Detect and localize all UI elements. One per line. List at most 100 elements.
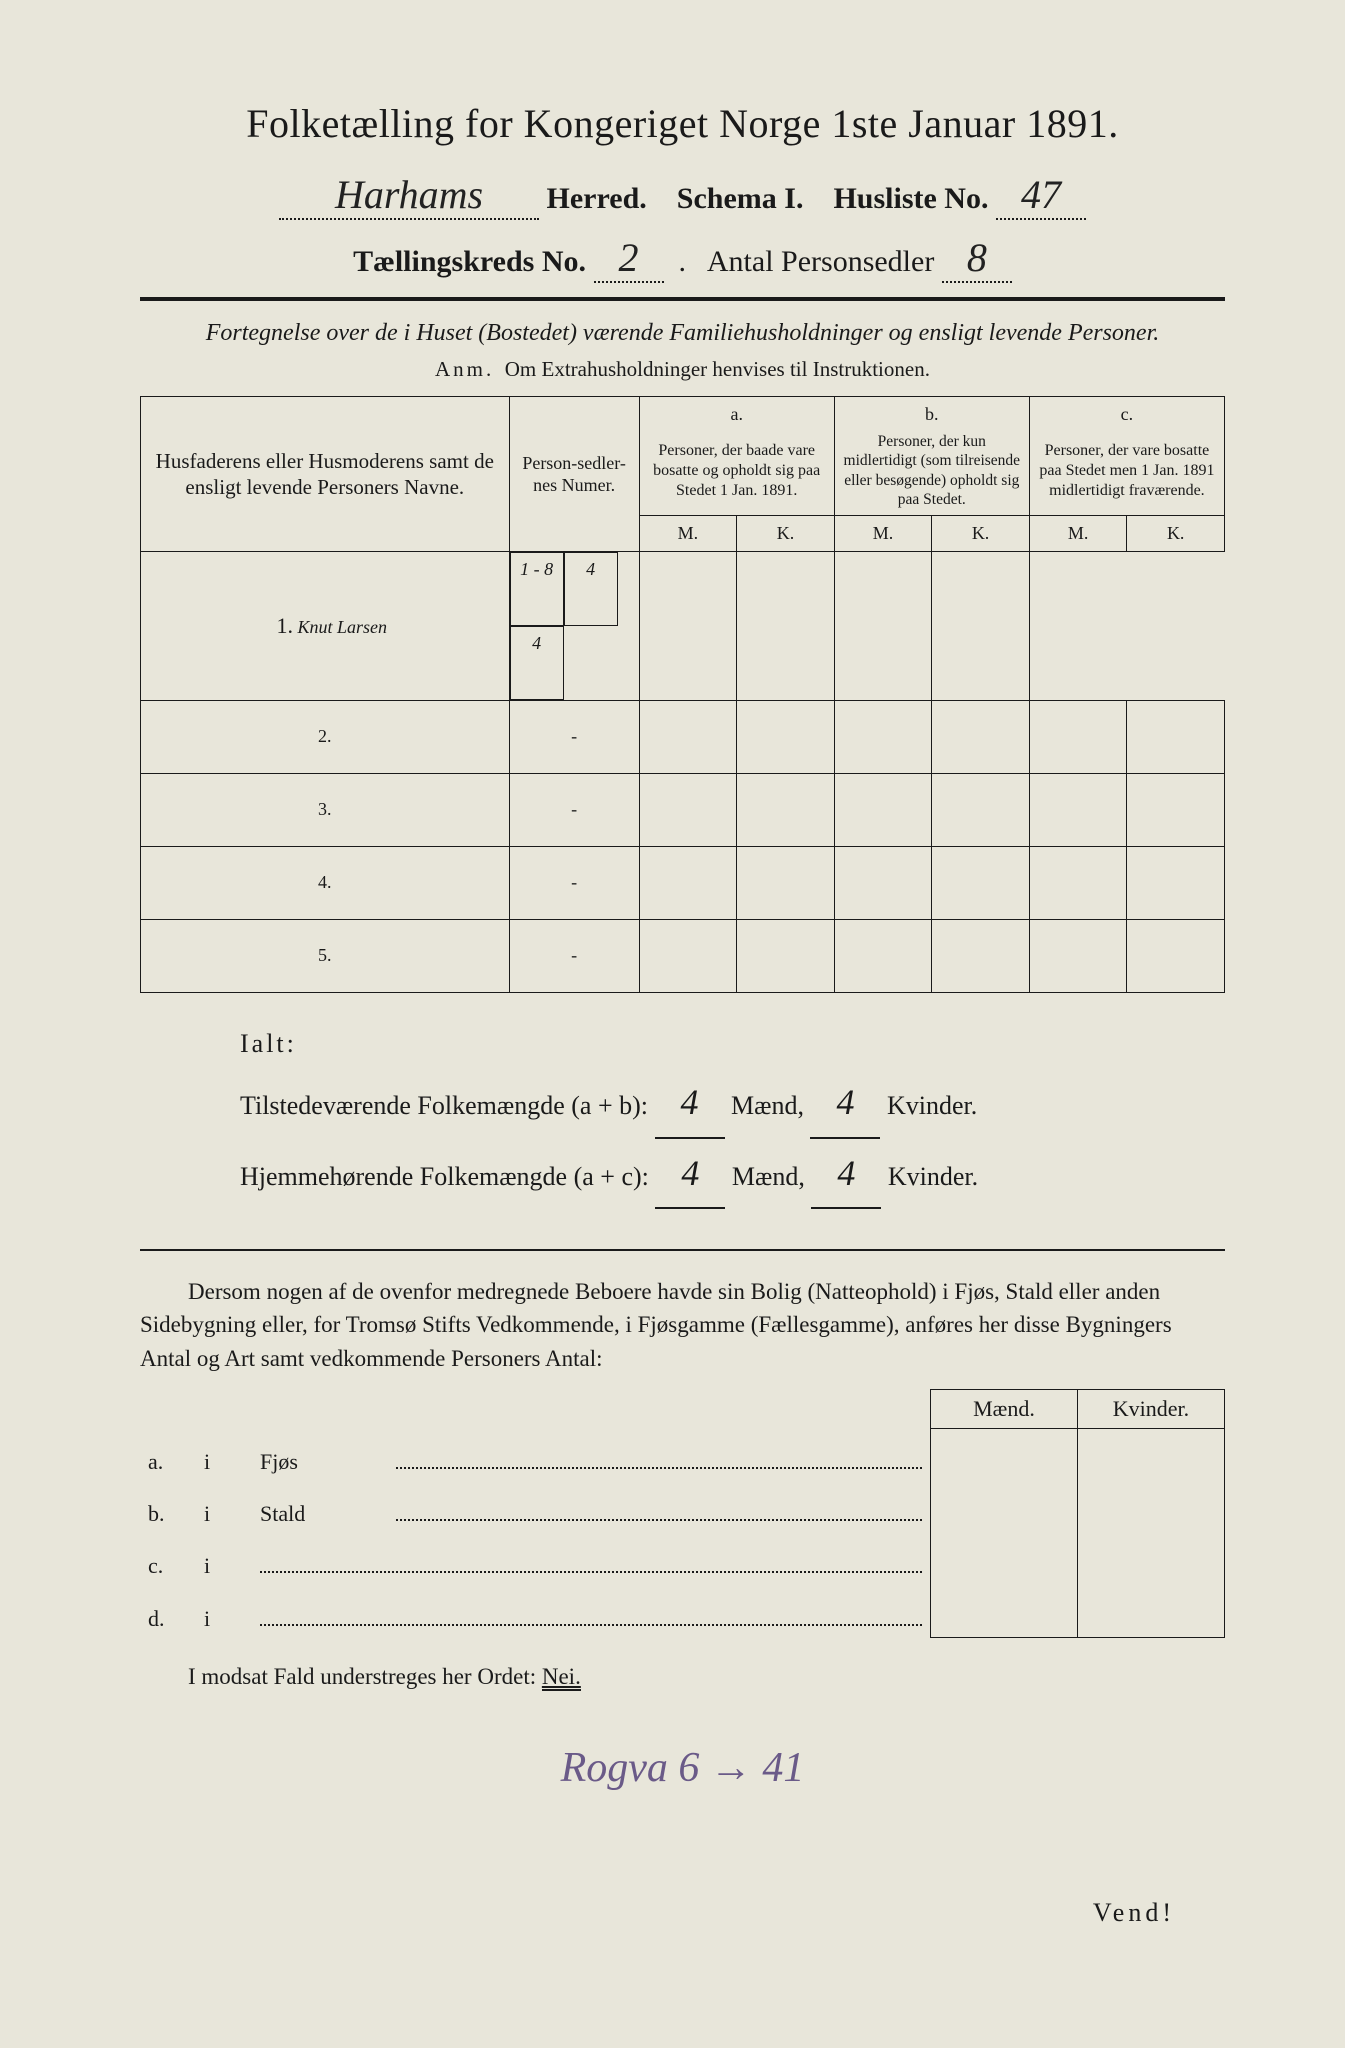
row2-n: 2.: [141, 700, 510, 773]
row1-num: 1 - 8: [510, 552, 564, 626]
th-name: Husfaderens eller Husmoderens samt de en…: [141, 397, 510, 552]
household-table: Husfaderens eller Husmoderens samt de en…: [140, 396, 1225, 993]
row1-b-m: [639, 551, 737, 700]
lower-c-i: i: [196, 1533, 252, 1585]
th-c-m: M.: [1029, 516, 1127, 552]
maend-label2: Mænd,: [732, 1162, 805, 1191]
lower-b-k: b.: [140, 1481, 196, 1533]
kreds-label: Tællingskreds No.: [353, 245, 586, 278]
row1-a-k: 4: [510, 626, 564, 700]
row1-c-k: [932, 551, 1030, 700]
row4-num: -: [509, 846, 639, 919]
herred-value: Harhams: [279, 171, 539, 220]
row5-n: 5.: [141, 919, 510, 992]
antal-value: 8: [942, 234, 1012, 283]
lower-c-kv: [1078, 1533, 1225, 1585]
outbuilding-paragraph: Dersom nogen af de ovenfor medregnede Be…: [140, 1275, 1225, 1375]
table-row: 3. -: [141, 773, 1225, 846]
lower-a-m: [931, 1429, 1078, 1482]
kreds-no: 2: [594, 234, 664, 283]
row1-b-k: [737, 551, 835, 700]
lower-maend: Mænd.: [931, 1390, 1078, 1429]
totals-present: Tilstedeværende Folkemængde (a + b): 4 M…: [240, 1068, 1225, 1138]
schema-label: Schema I.: [677, 182, 804, 215]
lower-d-i: i: [196, 1585, 252, 1638]
modsat-text: I modsat Fald understreges her Ordet:: [188, 1664, 536, 1689]
modsat-line: I modsat Fald understreges her Ordet: Ne…: [140, 1664, 1225, 1690]
th-b-top: b.: [834, 397, 1029, 426]
table-row: 4. -: [141, 846, 1225, 919]
lower-row: b. i Stald: [140, 1481, 1225, 1533]
row3-n: 3.: [141, 773, 510, 846]
husliste-label: Husliste No.: [833, 182, 988, 215]
subtitle: Fortegnelse over de i Huset (Bostedet) v…: [140, 317, 1225, 349]
row4-n: 4.: [141, 846, 510, 919]
dots: [260, 1602, 922, 1626]
header-line-kreds: Tællingskreds No. 2 . Antal Personsedler…: [140, 234, 1225, 283]
row1-c-m: [834, 551, 932, 700]
th-c-top: c.: [1029, 397, 1224, 426]
present-k: 4: [810, 1068, 880, 1138]
th-c-k: K.: [1127, 516, 1225, 552]
row2-num: -: [509, 700, 639, 773]
row3-num: -: [509, 773, 639, 846]
lower-a-kv: [1078, 1429, 1225, 1482]
lower-a-i: i: [196, 1429, 252, 1482]
husliste-no: 47: [996, 171, 1086, 220]
table-row: 1. Knut Larsen 1 - 8 4 4: [141, 551, 1225, 700]
dots: [396, 1445, 922, 1469]
lower-kvinder: Kvinder.: [1078, 1390, 1225, 1429]
lower-row: d. i: [140, 1585, 1225, 1638]
nei-word: Nei.: [542, 1664, 581, 1691]
th-a: Personer, der baade vare bosatte og opho…: [639, 426, 834, 516]
th-b-k: K.: [932, 516, 1030, 552]
table-row: 5. -: [141, 919, 1225, 992]
lower-b-i: i: [196, 1481, 252, 1533]
row1-name: 1. Knut Larsen: [141, 551, 510, 700]
dots: [396, 1497, 922, 1521]
bottom-handwriting: Rogva 6 → 41: [140, 1744, 1225, 1792]
present-label: Tilstedeværende Folkemængde (a + b):: [240, 1091, 648, 1120]
lower-c-m: [931, 1533, 1078, 1585]
th-b-m: M.: [834, 516, 932, 552]
th-a-top: a.: [639, 397, 834, 426]
table-row: 2. -: [141, 700, 1225, 773]
header-line-herred: Harhams Herred. Schema I. Husliste No. 4…: [140, 171, 1225, 220]
maend-label: Mænd,: [731, 1091, 804, 1120]
present-m: 4: [655, 1068, 725, 1138]
th-a-m: M.: [639, 516, 737, 552]
lower-a-label: Fjøs: [252, 1429, 388, 1482]
resident-m: 4: [655, 1139, 725, 1209]
anm-label: Anm.: [435, 357, 494, 381]
lower-a-k: a.: [140, 1429, 196, 1482]
lower-d-m: [931, 1585, 1078, 1638]
lower-b-label: Stald: [252, 1481, 388, 1533]
resident-label: Hjemmehørende Folkemængde (a + c):: [240, 1162, 649, 1191]
lower-d-kv: [1078, 1585, 1225, 1638]
totals-block: Ialt: Tilstedeværende Folkemængde (a + b…: [240, 1019, 1225, 1209]
resident-k: 4: [811, 1139, 881, 1209]
anm-text: Om Extrahusholdninger henvises til Instr…: [505, 357, 930, 381]
row1-a-m: 4: [564, 552, 618, 626]
kvinder-label2: Kvinder.: [888, 1162, 978, 1191]
kvinder-label: Kvinder.: [887, 1091, 977, 1120]
lower-b-kv: [1078, 1481, 1225, 1533]
lower-c-k: c.: [140, 1533, 196, 1585]
divider-top: [140, 297, 1225, 301]
th-b: Personer, der kun midlertidigt (som tilr…: [834, 426, 1029, 516]
outbuilding-table: Mænd. Kvinder. a. i Fjøs b. i Stald c. i: [140, 1389, 1225, 1638]
lower-row: a. i Fjøs: [140, 1429, 1225, 1482]
page-title: Folketælling for Kongeriget Norge 1ste J…: [140, 100, 1225, 147]
th-a-k: K.: [737, 516, 835, 552]
lower-d-k: d.: [140, 1585, 196, 1638]
dots: [260, 1549, 922, 1573]
th-num: Person-sedler-nes Numer.: [509, 397, 639, 552]
vend-label: Vend!: [1093, 1898, 1175, 1928]
lower-row: c. i: [140, 1533, 1225, 1585]
anm-note: Anm. Om Extrahusholdninger henvises til …: [140, 357, 1225, 382]
totals-resident: Hjemmehørende Folkemængde (a + c): 4 Mæn…: [240, 1139, 1225, 1209]
census-form-page: Folketælling for Kongeriget Norge 1ste J…: [0, 0, 1345, 2048]
ialt-label: Ialt:: [240, 1019, 1225, 1068]
th-c: Personer, der vare bosatte paa Stedet me…: [1029, 426, 1224, 516]
lower-b-m: [931, 1481, 1078, 1533]
